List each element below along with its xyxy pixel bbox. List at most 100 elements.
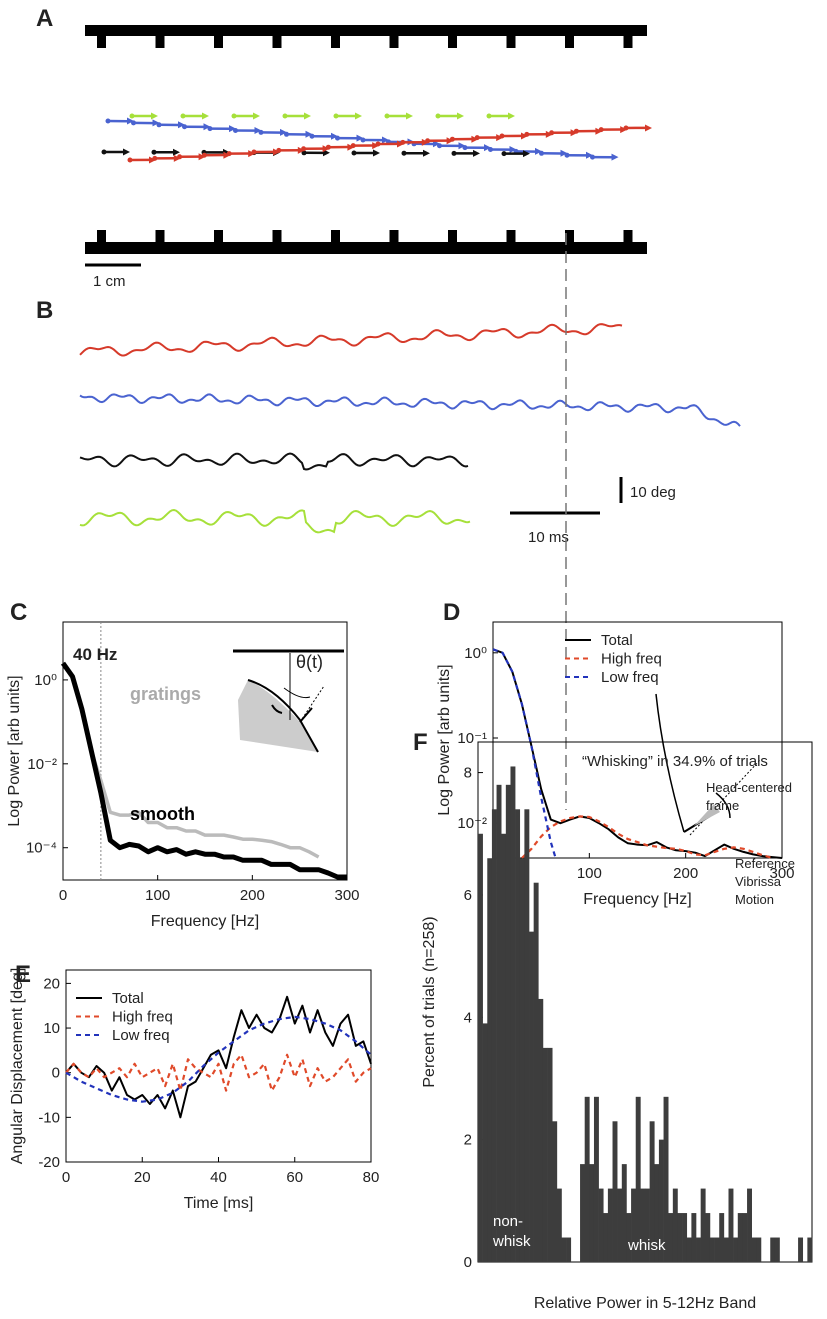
arrow-tail (350, 143, 356, 149)
bar (478, 833, 483, 1262)
x-tick-label: 0 (62, 1169, 70, 1186)
series-label: smooth (130, 804, 195, 824)
arrow-head (152, 119, 160, 127)
bar (756, 1237, 762, 1262)
bar (607, 1188, 613, 1262)
arrow-tail (131, 120, 136, 126)
bar (742, 1213, 748, 1262)
x-tick-label: 20 (134, 1169, 151, 1186)
bar (691, 1213, 697, 1262)
arrow-tail (325, 144, 331, 150)
bar (747, 1188, 752, 1262)
arrow-head (457, 112, 464, 120)
y-tick-label: 10⁻¹ (457, 730, 487, 747)
arrow-head (355, 112, 362, 120)
x-tick-label: 200 (240, 887, 265, 904)
arrow-tail (282, 113, 288, 119)
bar (593, 1096, 599, 1262)
bar (737, 1213, 743, 1262)
arrow-head (123, 148, 130, 156)
arrow-tail (105, 118, 111, 124)
arrow-head (304, 112, 311, 120)
y-axis-label: Percent of trials (n=258) (421, 916, 438, 1087)
arrow-head (149, 156, 156, 164)
bar (556, 1188, 562, 1262)
bar (640, 1188, 646, 1262)
arrow-tail (486, 113, 492, 119)
arrow-head (560, 149, 568, 157)
bar (682, 1213, 688, 1262)
arrow-tail (127, 157, 133, 163)
x-axis-label: Relative Power in 5-12Hz Band (534, 1295, 756, 1312)
x-tick-label: 60 (286, 1169, 303, 1186)
y-tick-label: 10 (43, 1020, 60, 1037)
arrow-head (473, 149, 480, 157)
rail-post (448, 35, 457, 48)
legend-label: High freq (601, 651, 662, 668)
arrow-tail (384, 113, 390, 119)
arrow-tail (598, 127, 604, 133)
bar (617, 1188, 623, 1262)
rail (85, 242, 647, 254)
arrow-tail (101, 149, 107, 155)
y-tick-label: 20 (43, 975, 60, 992)
bar (626, 1213, 632, 1262)
scale-label: 10 deg (630, 484, 676, 501)
panel-label: C (10, 599, 27, 626)
x-tick-label: 40 (210, 1169, 227, 1186)
arrow-tail (284, 131, 289, 137)
arrow-tail (226, 151, 232, 157)
arrow-head (347, 143, 355, 151)
arrow-head (397, 140, 404, 148)
series-line (65, 995, 372, 1119)
arrow-tail (623, 125, 629, 131)
trace (79, 508, 471, 534)
y-tick-label: 4 (464, 1009, 472, 1026)
arrow-head (253, 112, 260, 120)
bar (529, 931, 534, 1262)
y-tick-label: 10⁻² (457, 815, 487, 832)
bar (709, 1237, 715, 1262)
traces (79, 323, 741, 534)
arrow-tail (258, 129, 264, 135)
panel-label: E (15, 961, 31, 988)
arrow-head (471, 135, 479, 143)
x-tick-label: 200 (673, 865, 698, 882)
x-tick-label: 100 (577, 865, 602, 882)
rail-post (155, 230, 165, 243)
bar (798, 1237, 804, 1262)
rail-post (97, 35, 106, 48)
inset-label: Vibrissa (735, 874, 782, 889)
arrow-head (373, 149, 380, 157)
arrow-head (595, 127, 603, 135)
arrow-tail (375, 141, 381, 147)
arrow-tail (524, 131, 530, 137)
arrow-tail (437, 143, 442, 149)
y-tick-label: -20 (38, 1154, 60, 1171)
bar (751, 1237, 757, 1262)
arrow-head (331, 132, 338, 140)
arrow-tail (590, 154, 595, 160)
rail-post (214, 35, 223, 48)
arrow-tail (129, 113, 135, 119)
arrow-head (127, 117, 134, 125)
arrow-tail (501, 151, 507, 157)
rail-post (331, 230, 340, 243)
arrow-head (198, 153, 206, 161)
annotation: “Whisking” in 34.9% of trials (582, 753, 768, 770)
bar (631, 1188, 637, 1262)
bar (677, 1213, 683, 1262)
scale-label: 1 cm (93, 273, 126, 290)
arrow-tail (177, 154, 183, 160)
arrow-tail (425, 138, 431, 144)
arrow-head (620, 126, 628, 134)
arrow-tail (180, 113, 186, 119)
plot-frame (492, 621, 783, 859)
trace (79, 452, 469, 471)
arrow-head (178, 121, 185, 129)
y-tick-label: 10⁰ (34, 672, 57, 689)
arrow-head (151, 112, 158, 120)
rail-post (97, 230, 106, 243)
bar (686, 1237, 692, 1262)
arrow-head (173, 148, 180, 156)
